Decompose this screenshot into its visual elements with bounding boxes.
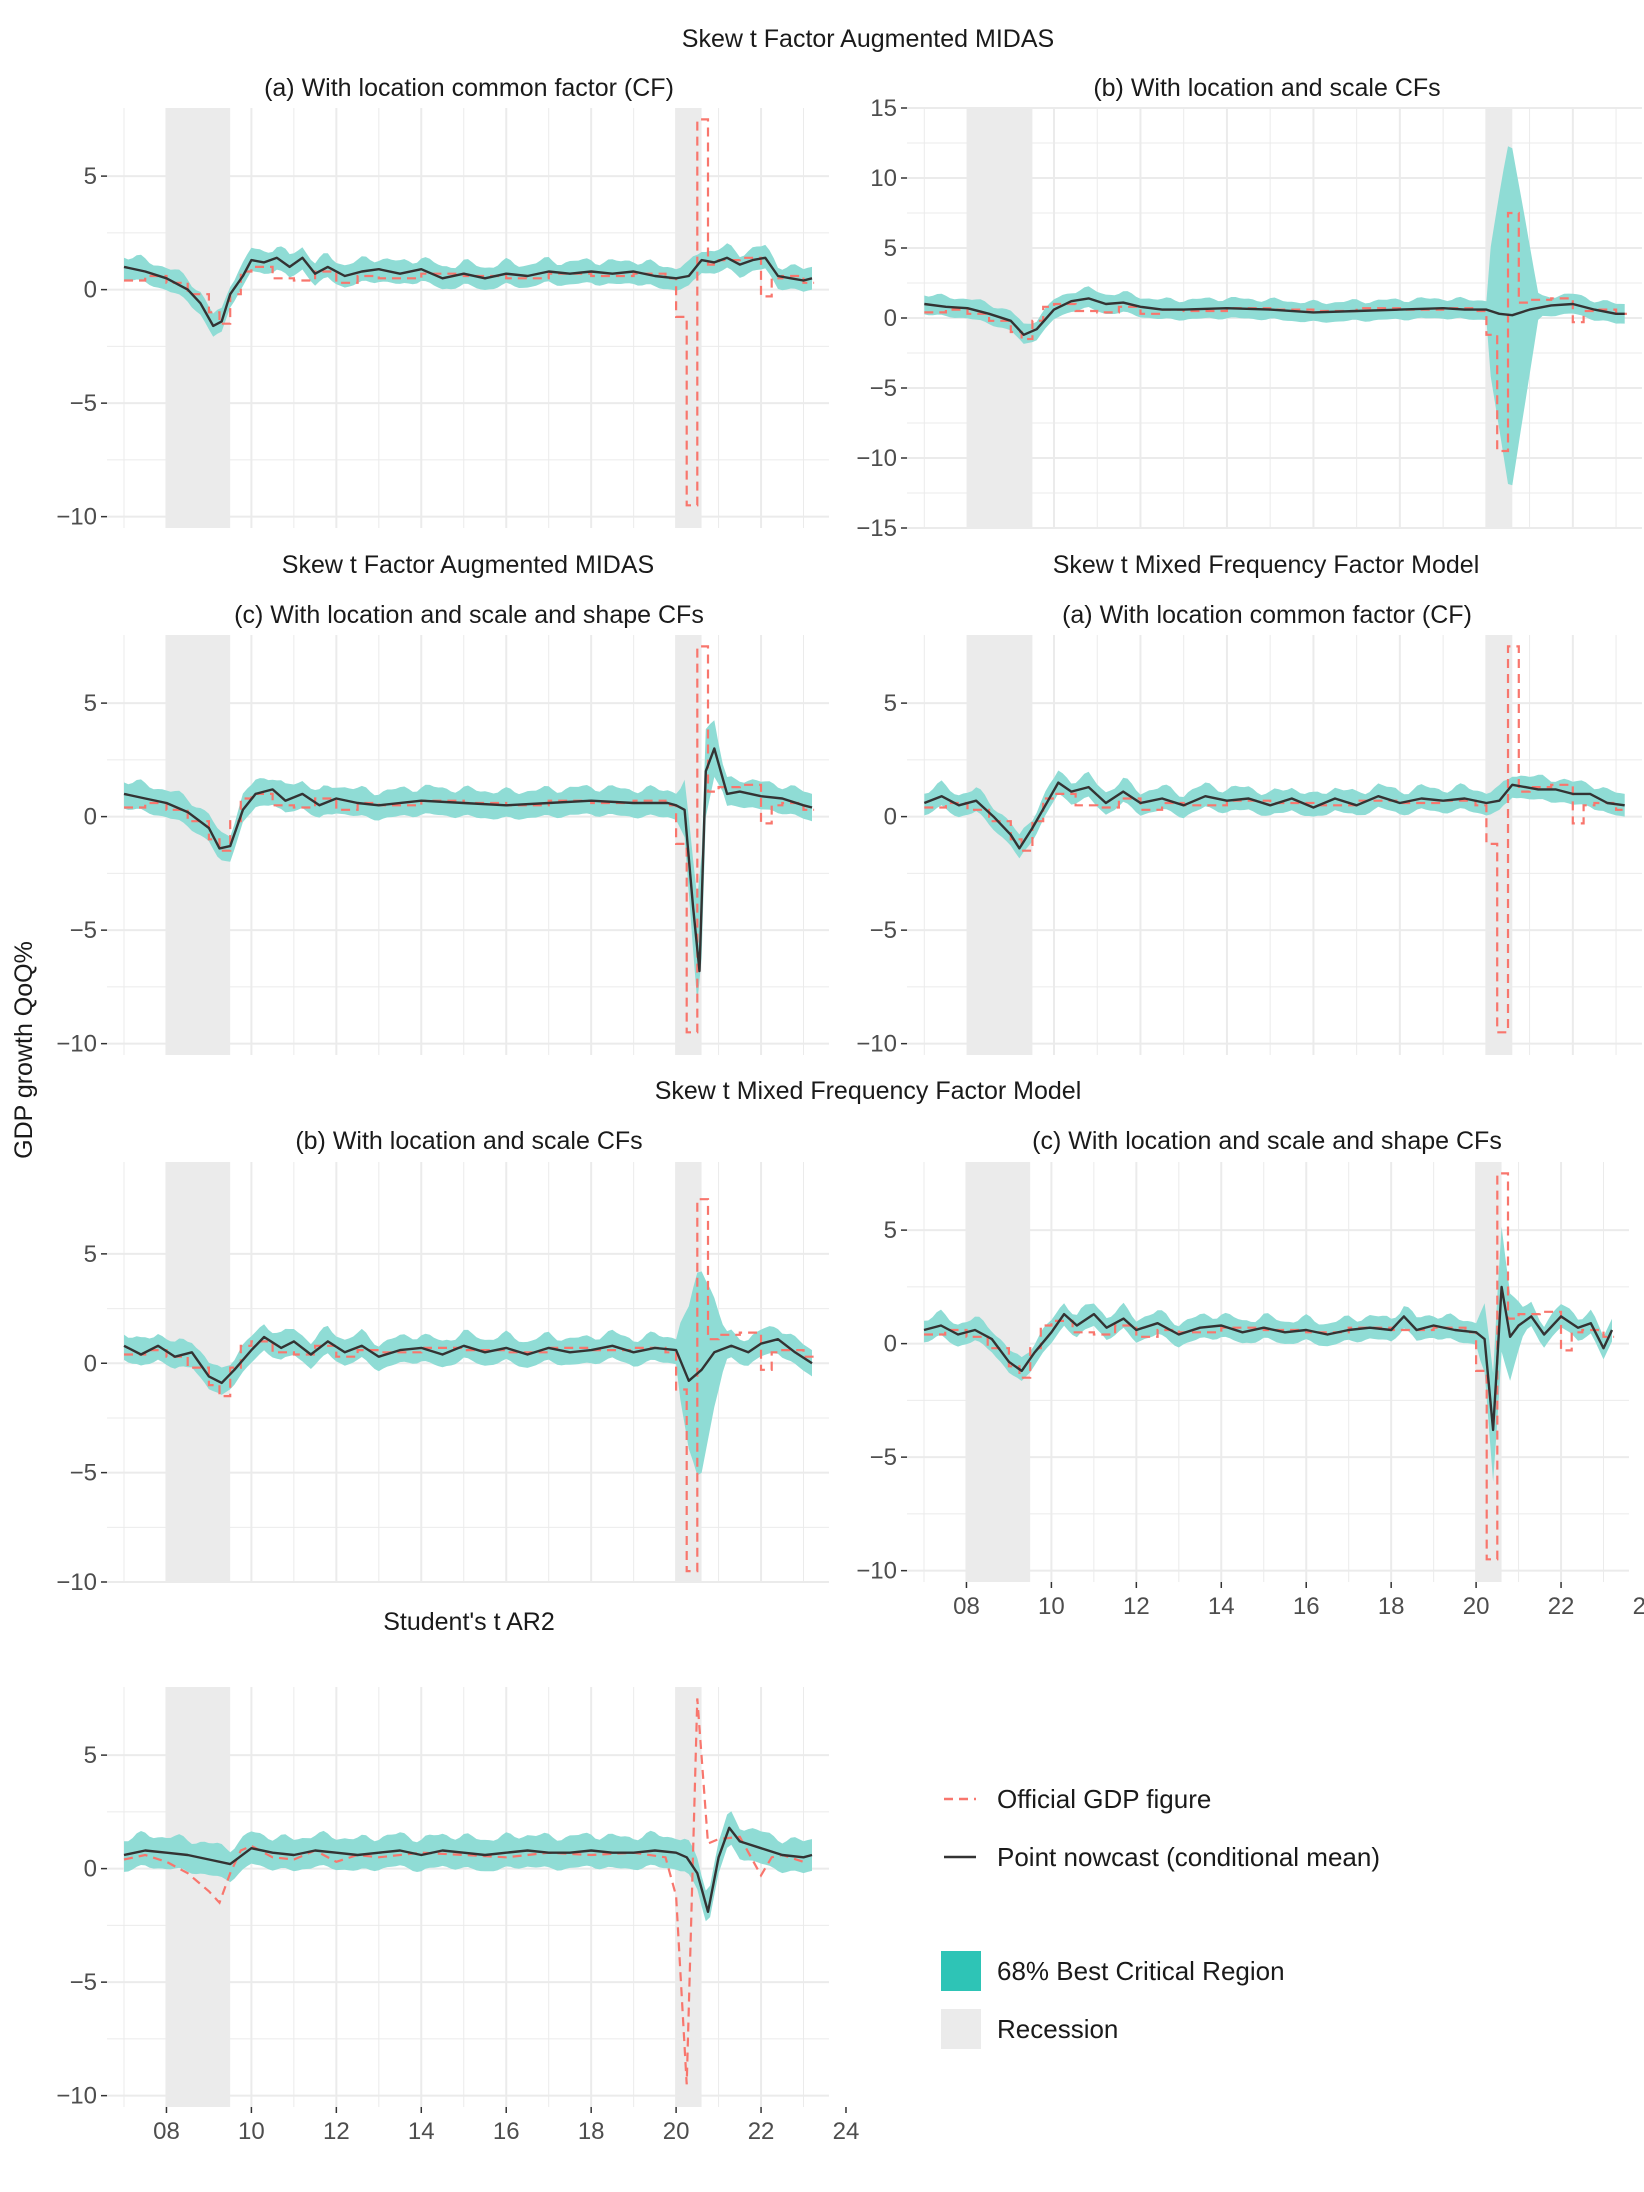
y-tick-label: 0 xyxy=(84,1350,97,1377)
series-official-gdp xyxy=(124,1198,815,1573)
x-tick-label: 14 xyxy=(408,2118,435,2145)
y-tick-label: −5 xyxy=(870,1444,897,1471)
x-tick-label: 12 xyxy=(1123,1593,1150,1620)
y-tick-label: 0 xyxy=(884,1331,897,1358)
x-tick-label: 14 xyxy=(1208,1593,1235,1620)
x-tick-label: 16 xyxy=(1293,1593,1320,1620)
legend-band-key xyxy=(941,1951,981,1991)
y-tick-label: −10 xyxy=(56,1569,97,1596)
band-68-critical-region xyxy=(124,1811,812,1922)
y-axis-label: GDP growth QoQ% xyxy=(10,941,38,1159)
y-tick-label: 10 xyxy=(870,165,897,192)
y-tick-label: 5 xyxy=(84,690,97,717)
group-title-2: Skew t Factor Augmented MIDAS xyxy=(282,551,654,579)
x-tick-label: 08 xyxy=(953,1593,980,1620)
panel-ar2: −10 −5 0 5 08 10 12 14 16 18 20 22 24 xyxy=(56,1687,859,2145)
x-tick-label: 20 xyxy=(1463,1593,1490,1620)
y-tick-label: −10 xyxy=(856,1031,897,1058)
series-point-nowcast xyxy=(923,1285,1614,1432)
y-tick-label: −5 xyxy=(870,375,897,402)
y-tick-label: −10 xyxy=(56,504,97,531)
legend-recession-key xyxy=(941,2009,981,2049)
x-tick-label: 22 xyxy=(1548,1593,1575,1620)
y-tick-label: 15 xyxy=(870,95,897,122)
y-tick-label: 5 xyxy=(84,163,97,190)
y-tick-label: 5 xyxy=(84,1742,97,1769)
y-tick-label: −5 xyxy=(70,390,97,417)
y-tick-label: −10 xyxy=(56,2083,97,2110)
y-tick-label: −15 xyxy=(856,515,897,542)
series-point-nowcast xyxy=(123,256,813,328)
y-tick-label: −10 xyxy=(856,1558,897,1585)
y-tick-label: −5 xyxy=(70,1460,97,1487)
x-tick-label: 24 xyxy=(833,2118,860,2145)
panel-title-ar2: Student's t AR2 xyxy=(383,1608,555,1636)
y-tick-label: −10 xyxy=(856,445,897,472)
panel-title-b-mffm: (b) With location and scale CFs xyxy=(295,1127,642,1155)
group-title-4: Skew t Mixed Frequency Factor Model xyxy=(655,1077,1082,1105)
band-68-critical-region xyxy=(124,243,812,337)
series-point-nowcast xyxy=(924,297,1625,336)
band-68-critical-region xyxy=(924,146,1625,486)
y-tick-label: 5 xyxy=(884,690,897,717)
x-tick-label: 16 xyxy=(493,2118,520,2145)
band-68-critical-region xyxy=(124,720,812,1003)
panel-title-c-midas: (c) With location and scale and shape CF… xyxy=(234,601,704,629)
y-tick-label: −5 xyxy=(70,917,97,944)
panel-title-c-mffm: (c) With location and scale and shape CF… xyxy=(1032,1127,1502,1155)
x-tick-label: 12 xyxy=(323,2118,350,2145)
y-tick-label: 0 xyxy=(84,277,97,304)
x-tick-label: 18 xyxy=(1378,1593,1405,1620)
panel-c-mffm: −10 −5 0 5 08 10 12 14 16 18 20 22 24 xyxy=(856,1162,1644,1620)
panel-title-a-midas: (a) With location common factor (CF) xyxy=(264,74,674,102)
legend-band-label: 68% Best Critical Region xyxy=(997,1956,1285,1986)
series-official-gdp xyxy=(123,1698,804,2085)
y-tick-label: 0 xyxy=(84,1856,97,1883)
y-tick-label: −5 xyxy=(870,917,897,944)
x-tick-label: 08 xyxy=(153,2118,180,2145)
y-tick-label: 5 xyxy=(84,1241,97,1268)
panel-title-a-mffm: (a) With location common factor (CF) xyxy=(1062,601,1472,629)
series-point-nowcast xyxy=(123,1335,813,1385)
x-tick-label: 24 xyxy=(1633,1593,1644,1620)
y-tick-label: −10 xyxy=(56,1031,97,1058)
panel-b-mffm: −10 −5 0 5 xyxy=(56,1162,829,1596)
y-tick-label: 5 xyxy=(884,1217,897,1244)
recession-shade xyxy=(676,1687,702,2107)
x-tick-label: 20 xyxy=(663,2118,690,2145)
x-tick-label: 22 xyxy=(748,2118,775,2145)
x-tick-label: 10 xyxy=(238,2118,265,2145)
y-tick-label: 0 xyxy=(884,804,897,831)
legend-official-label: Official GDP figure xyxy=(997,1784,1211,1814)
y-tick-label: 0 xyxy=(884,305,897,332)
legend-nowcast-label: Point nowcast (conditional mean) xyxy=(997,1842,1380,1872)
y-tick-label: 5 xyxy=(884,235,897,262)
series-official-gdp xyxy=(924,645,1627,1034)
y-tick-label: −5 xyxy=(70,1969,97,1996)
series-point-nowcast xyxy=(123,747,813,973)
series-point-nowcast xyxy=(923,781,1625,850)
group-title-1: Skew t Factor Augmented MIDAS xyxy=(682,25,1054,53)
panel-title-b-midas: (b) With location and scale CFs xyxy=(1093,74,1440,102)
recession-shade xyxy=(166,1687,231,2107)
series-point-nowcast xyxy=(123,1826,813,1913)
panel-c-midas: −10 −5 0 5 xyxy=(56,635,829,1058)
panel-a-midas: −10 −5 0 5 xyxy=(56,108,829,531)
band-68-critical-region xyxy=(924,770,1625,859)
x-tick-label: 10 xyxy=(1038,1593,1065,1620)
panel-b-midas: −15 −10 −5 0 5 10 15 xyxy=(856,95,1642,542)
x-tick-label: 18 xyxy=(578,2118,605,2145)
group-title-3: Skew t Mixed Frequency Factor Model xyxy=(1053,551,1480,579)
panel-a-mffm: −10 −5 0 5 xyxy=(856,635,1642,1058)
legend: Official GDP figure Point nowcast (condi… xyxy=(941,1784,1380,2049)
y-tick-label: 0 xyxy=(84,804,97,831)
legend-recession-label: Recession xyxy=(997,2014,1118,2044)
